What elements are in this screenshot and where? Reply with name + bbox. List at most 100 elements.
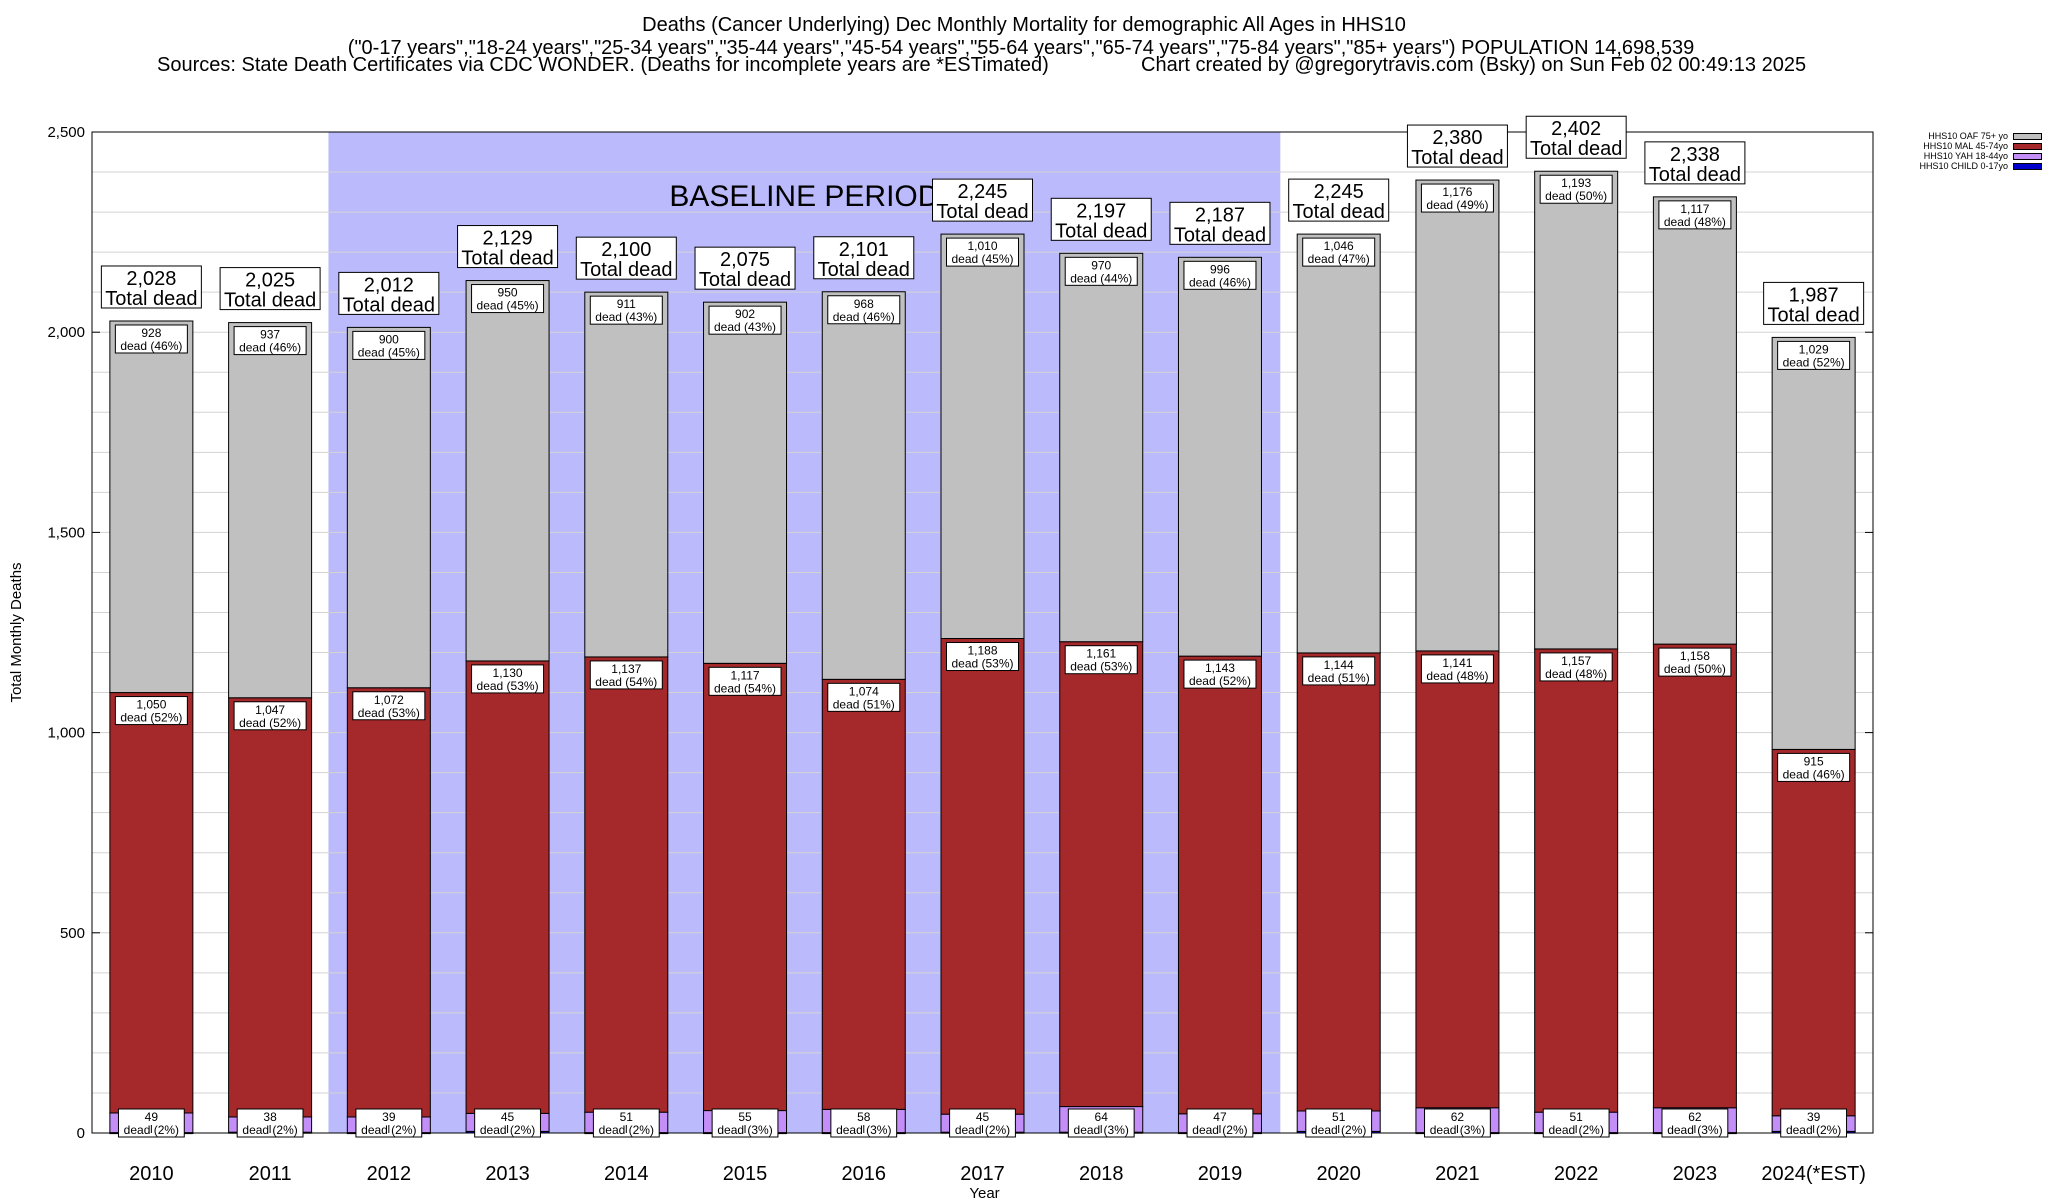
total-box-2024(*EST) (1763, 281, 1865, 325)
bar-oaf-2023 (1652, 196, 1737, 645)
legend-swatch (2013, 162, 2042, 170)
label-yah-2019-value: 47 (1213, 1110, 1227, 1124)
label-yah-2015-value: 55 (738, 1110, 752, 1124)
total-box-2023 (1644, 141, 1746, 185)
label-oaf-2013-value: 950 (498, 286, 518, 300)
label-mal-2021-pct: dead (48%) (1426, 669, 1488, 683)
label-oaf-2020-box (1302, 237, 1376, 267)
bar-oaf-2020 (1296, 233, 1381, 654)
bar-mal-2017 (940, 638, 1025, 1115)
x-tick-label-2014: 2014 (604, 1163, 649, 1185)
total-value-2014: 2,100 (601, 239, 651, 261)
label-oaf-2018-pct: dead (44%) (1070, 271, 1132, 285)
legend-label: HHS10 YAH 18-44yo (1923, 151, 2008, 161)
total-caption-2017: Total dead (936, 201, 1028, 223)
label-oaf-2019-box (1183, 260, 1257, 290)
total-value-2017: 2,245 (957, 181, 1007, 203)
total-box-2013 (457, 225, 559, 269)
label-mal-2015-pct: dead (54%) (714, 681, 776, 695)
label-yah-2011-value: 38 (263, 1110, 277, 1124)
label-yah-2024(*EST)-value: 39 (1807, 1110, 1821, 1124)
total-caption-2015: Total dead (699, 269, 791, 291)
label-oaf-2015-box (708, 305, 782, 335)
y-tick-label: 1,000 (47, 725, 85, 742)
total-caption-2019: Total dead (1174, 224, 1266, 246)
bar-oaf-2017 (940, 233, 1025, 640)
total-caption-2024(*EST): Total dead (1767, 304, 1859, 326)
label-oaf-2018-box (1064, 256, 1138, 286)
total-value-2012: 2,012 (364, 274, 414, 296)
y-tick-label: 2,500 (47, 124, 85, 141)
total-caption-2021: Total dead (1411, 147, 1503, 169)
label-mal-2016-value: 1,074 (849, 684, 879, 698)
bar-oaf-2018 (1059, 252, 1144, 643)
label-oaf-2021-value: 1,176 (1442, 185, 1472, 199)
total-value-2022: 2,402 (1551, 118, 1601, 140)
label-oaf-2019-value: 996 (1210, 262, 1230, 276)
bar-oaf-2016 (821, 291, 906, 680)
x-tick-label-2019: 2019 (1198, 1163, 1243, 1185)
label-mal-2023-box (1658, 647, 1732, 677)
label-oaf-2011-pct: dead (46%) (239, 341, 301, 355)
label-oaf-2016-value: 968 (854, 297, 874, 311)
total-caption-2014: Total dead (580, 259, 672, 281)
label-mal-2021-box (1420, 654, 1494, 684)
total-value-2021: 2,380 (1432, 127, 1482, 149)
label-mal-2022-box (1539, 652, 1613, 682)
label-oaf-2016-box (827, 295, 901, 325)
total-value-2018: 2,197 (1076, 200, 1126, 222)
total-value-2019: 2,187 (1195, 204, 1245, 226)
y-axis-label: Total Monthly Deaths (8, 562, 25, 702)
label-oaf-2013-box (471, 284, 545, 314)
label-mal-2014-value: 1,137 (611, 662, 641, 676)
x-tick-label-2017: 2017 (960, 1163, 1005, 1185)
x-tick-label-2010: 2010 (129, 1163, 174, 1185)
bar-oaf-2011 (228, 322, 313, 699)
total-value-2020: 2,245 (1314, 181, 1364, 203)
bar-mal-2013 (465, 660, 550, 1114)
x-tick-label-2022: 2022 (1554, 1163, 1599, 1185)
x-tick-label-2020: 2020 (1316, 1163, 1361, 1185)
label-oaf-2024(*EST)-pct: dead (52%) (1783, 355, 1845, 369)
label-oaf-2023-value: 1,117 (1680, 202, 1709, 216)
label-mal-2016-pct: dead (51%) (833, 697, 895, 711)
label-mal-2014-pct: dead (54%) (595, 675, 657, 689)
chart-legend: HHS10 OAF 75+ yo HHS10 MAL 45-74yo HHS10 Y… (1888, 131, 2048, 171)
bar-oaf-2013 (465, 280, 550, 662)
label-oaf-2024(*EST)-box (1777, 340, 1851, 370)
label-mal-2019-value: 1,143 (1205, 661, 1235, 675)
bar-mal-2015 (703, 662, 788, 1112)
x-tick-label-2018: 2018 (1079, 1163, 1124, 1185)
total-box-2018 (1050, 197, 1152, 241)
total-box-2014 (575, 236, 677, 280)
label-mal-2015-value: 1,117 (730, 668, 759, 682)
x-tick-label-2023: 2023 (1673, 1163, 1718, 1185)
chart-sources: Sources: State Death Certificates via CD… (157, 54, 1049, 76)
total-box-2017 (932, 178, 1033, 222)
label-oaf-2017-box (946, 237, 1019, 267)
label-oaf-2018-value: 970 (1091, 258, 1111, 272)
total-value-2011: 2,025 (245, 270, 295, 292)
label-oaf-2011-value: 937 (260, 328, 280, 342)
label-oaf-2020-pct: dead (47%) (1308, 252, 1370, 266)
label-mal-2018-value: 1,161 (1086, 647, 1116, 661)
label-yah-2010-value: 49 (145, 1110, 159, 1124)
bar-oaf-2021 (1415, 179, 1500, 652)
total-caption-2023: Total dead (1649, 164, 1741, 186)
label-mal-2023-value: 1,158 (1680, 649, 1710, 663)
bar-mal-2014 (584, 656, 669, 1113)
total-value-2016: 2,101 (839, 239, 889, 261)
y-tick-label: 1,500 (47, 524, 85, 541)
label-mal-2022-value: 1,157 (1561, 654, 1591, 668)
bar-mal-2010 (109, 692, 194, 1114)
total-box-2019 (1169, 201, 1271, 245)
legend-item: HHS10 MAL 45-74yo (1888, 141, 2048, 151)
label-yah-2017-value: 45 (976, 1110, 990, 1124)
bar-oaf-2022 (1534, 170, 1619, 650)
bar-oaf-2012 (346, 326, 431, 689)
label-oaf-2012-box (352, 330, 426, 360)
label-oaf-2014-box (589, 295, 663, 325)
y-tick-label: 2,000 (47, 324, 85, 341)
label-oaf-2013-pct: dead (45%) (477, 299, 539, 313)
label-mal-2010-value: 1,050 (136, 698, 166, 712)
